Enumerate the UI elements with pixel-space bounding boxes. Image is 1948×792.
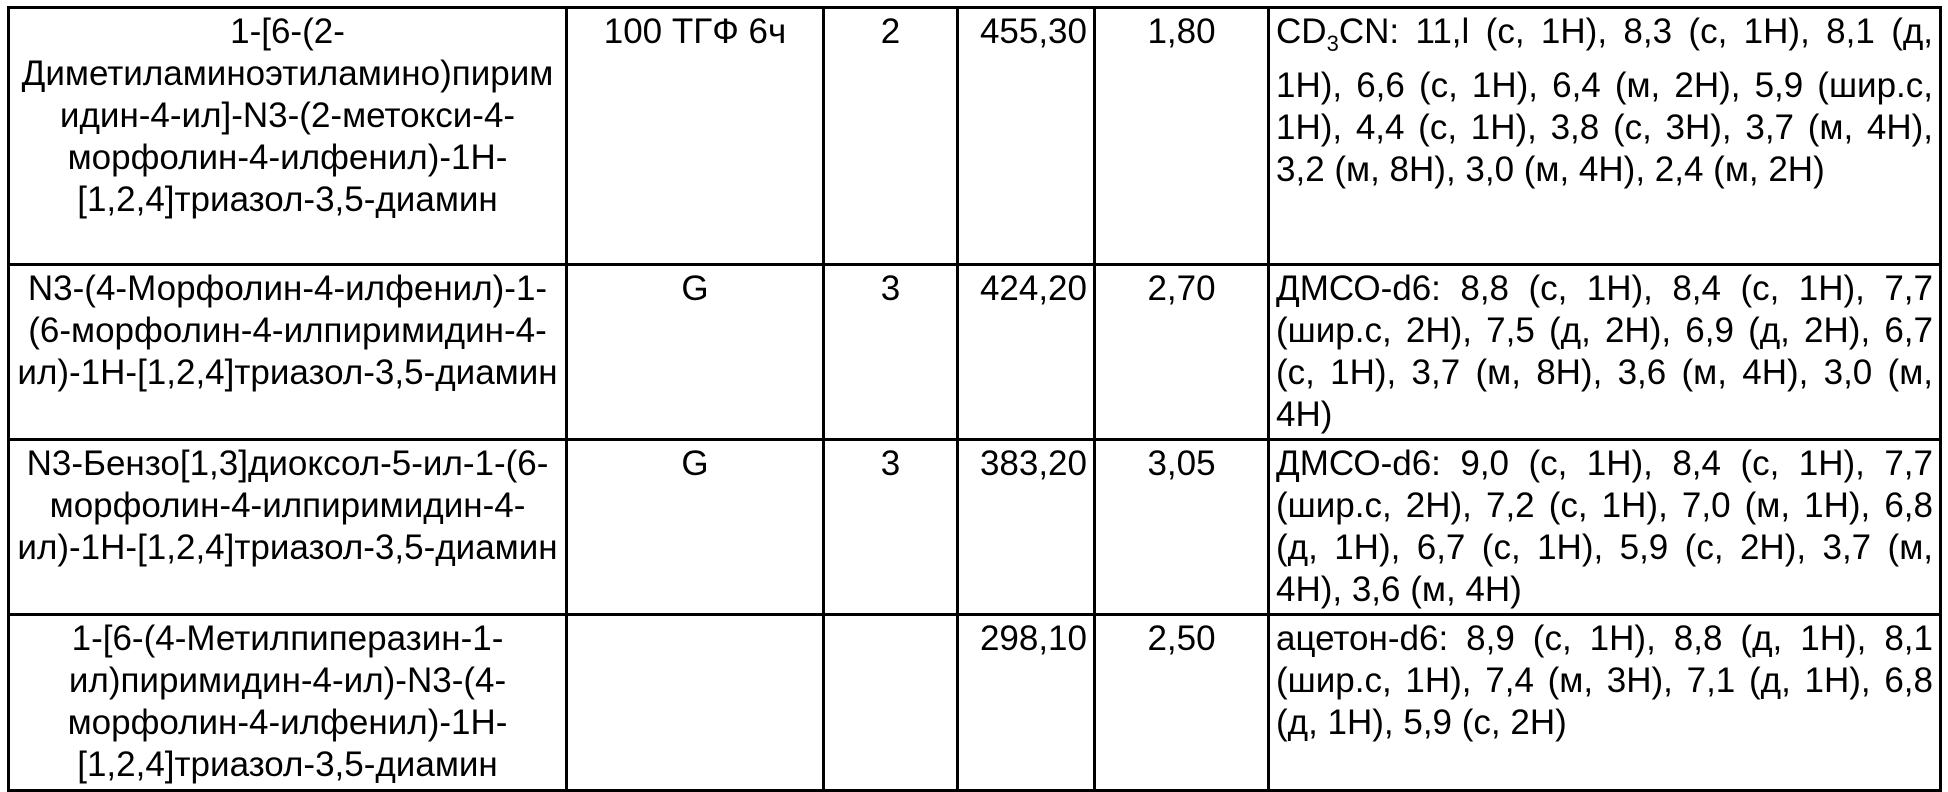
compound-name: 1-[6-(2-Диметиламиноэтиламино)пиримидин-… (9, 8, 567, 265)
mass: 383,20 (958, 440, 1095, 615)
mass: 298,10 (958, 615, 1095, 791)
method: G (567, 265, 824, 440)
nmr-solvent-rest: CN (1339, 12, 1390, 51)
nmr-solvent: CD (1276, 12, 1327, 51)
step: 2 (824, 8, 958, 265)
compound-name: 1-[6-(4-Метилпиперазин-1-ил)пиримидин-4-… (9, 615, 567, 791)
retention-time: 2,50 (1095, 615, 1269, 791)
method (567, 615, 824, 791)
mass: 455,30 (958, 8, 1095, 265)
nmr-data: ацетон-d6: 8,9 (с, 1H), 8,8 (д, 1H), 8,1… (1269, 615, 1941, 791)
nmr-solvent-subscript: 3 (1327, 31, 1339, 56)
step: 3 (824, 265, 958, 440)
nmr-data: ДМСО-d6: 9,0 (с, 1H), 8,4 (с, 1H), 7,7 (… (1269, 440, 1941, 615)
mass: 424,20 (958, 265, 1095, 440)
step (824, 615, 958, 791)
retention-time: 3,05 (1095, 440, 1269, 615)
table-row: 1-[6-(2-Диметиламиноэтиламино)пиримидин-… (9, 8, 1941, 265)
table-row: 1-[6-(4-Метилпиперазин-1-ил)пиримидин-4-… (9, 615, 1941, 791)
step: 3 (824, 440, 958, 615)
nmr-data: ДМСО-d6: 8,8 (с, 1H), 8,4 (с, 1H), 7,7 (… (1269, 265, 1941, 440)
compound-name: N3-(4-Морфолин-4-илфенил)-1-(6-морфолин-… (9, 265, 567, 440)
compound-data-table: 1-[6-(2-Диметиламиноэтиламино)пиримидин-… (7, 6, 1942, 792)
table-row: N3-Бензо[1,3]диоксол-5-ил-1-(6-морфолин-… (9, 440, 1941, 615)
method: G (567, 440, 824, 615)
table-row: N3-(4-Морфолин-4-илфенил)-1-(6-морфолин-… (9, 265, 1941, 440)
method: 100 ТГФ 6ч (567, 8, 824, 265)
retention-time: 1,80 (1095, 8, 1269, 265)
nmr-data: CD3CN: 11,l (с, 1H), 8,3 (с, 1H), 8,1 (д… (1269, 8, 1941, 265)
compound-name: N3-Бензо[1,3]диоксол-5-ил-1-(6-морфолин-… (9, 440, 567, 615)
retention-time: 2,70 (1095, 265, 1269, 440)
